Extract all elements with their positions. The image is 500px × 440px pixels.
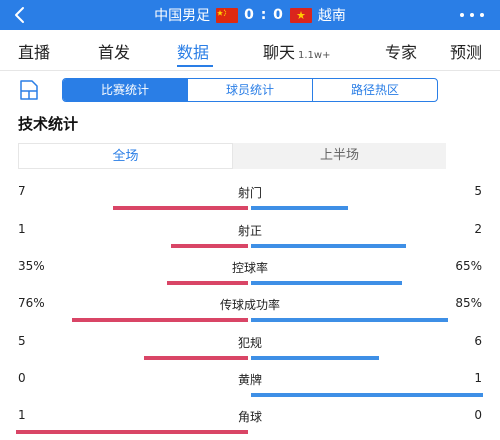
stat-label: 犯规 xyxy=(237,336,262,350)
away-value: 2 xyxy=(474,222,482,236)
home-bar xyxy=(72,318,248,322)
section-title: 技术统计 xyxy=(18,115,79,133)
tab-prediction[interactable]: 预测 xyxy=(450,39,482,63)
tab-lineup[interactable]: 首发 xyxy=(98,39,130,63)
tab-live[interactable]: 直播 xyxy=(18,39,50,63)
tab-chat-label: 聊天 xyxy=(263,43,296,62)
main-nav-tabs: 直播 首发 数据 聊天 1.1w+ 专家 预测 xyxy=(0,30,500,71)
home-bar xyxy=(144,356,248,360)
stat-label: 黄牌 xyxy=(237,373,262,387)
stat-label: 控球率 xyxy=(231,261,268,275)
away-bar xyxy=(251,393,483,397)
home-value: 1 xyxy=(18,408,26,422)
stat-row-shots-on-target: 1 射正 2 xyxy=(0,222,500,252)
china-flag-icon xyxy=(216,7,239,23)
match-header: 中国男足 0 : 0 越南 xyxy=(0,0,500,30)
chat-count-badge: 1.1w+ xyxy=(298,50,331,61)
home-value: 35% xyxy=(18,259,45,273)
vietnam-flag-icon xyxy=(289,7,312,23)
match-score: 0 : 0 xyxy=(244,7,284,23)
heatmap-button[interactable]: 路径热区 xyxy=(350,83,399,97)
home-value: 5 xyxy=(18,334,26,348)
home-bar xyxy=(171,244,248,248)
match-title: 中国男足 0 : 0 越南 xyxy=(0,0,500,30)
away-team-name: 越南 xyxy=(317,8,346,24)
stat-row-fouls: 5 犯规 6 xyxy=(0,334,500,364)
home-bar xyxy=(113,206,248,210)
away-value: 65% xyxy=(455,259,482,273)
stats-document-icon[interactable] xyxy=(18,78,42,102)
tab-data[interactable]: 数据 xyxy=(177,39,209,63)
home-bar xyxy=(167,281,248,285)
away-bar xyxy=(251,356,379,360)
stat-row-possession: 35% 控球率 65% xyxy=(0,259,500,289)
away-value: 0 xyxy=(474,408,482,422)
first-half-button[interactable]: 上半场 xyxy=(319,148,359,163)
back-arrow-icon[interactable] xyxy=(10,4,30,26)
stat-label: 射正 xyxy=(237,224,262,238)
stat-label: 角球 xyxy=(237,410,262,424)
stat-row-shots: 7 射门 5 xyxy=(0,184,500,214)
tab-live-label: 直播 xyxy=(18,43,51,62)
active-tab-indicator xyxy=(177,65,213,67)
stat-label: 传球成功率 xyxy=(219,298,280,312)
tab-experts[interactable]: 专家 xyxy=(385,39,417,63)
home-value: 1 xyxy=(18,222,26,236)
tab-prediction-label: 预测 xyxy=(450,43,483,62)
period-switch: 全场 上半场 xyxy=(18,143,446,169)
stat-label: 射门 xyxy=(237,186,262,200)
away-bar xyxy=(251,281,402,285)
stat-row-corners: 1 角球 0 xyxy=(0,408,500,438)
away-value: 85% xyxy=(455,296,482,310)
stat-row-yellow-cards: 0 黄牌 1 xyxy=(0,371,500,401)
home-value: 0 xyxy=(18,371,26,385)
away-value: 1 xyxy=(474,371,482,385)
stat-row-pass-accuracy: 76% 传球成功率 85% xyxy=(0,296,500,326)
full-match-button[interactable]: 全场 xyxy=(18,143,233,169)
away-value: 6 xyxy=(474,334,482,348)
home-team-name: 中国男足 xyxy=(154,8,211,24)
away-bar xyxy=(251,206,348,210)
away-bar xyxy=(251,244,406,248)
player-stats-button[interactable]: 球员统计 xyxy=(188,79,313,101)
stats-type-switch: 比赛统计 球员统计 路径热区 xyxy=(62,78,438,102)
away-bar xyxy=(251,318,448,322)
more-dots-icon[interactable] xyxy=(454,5,490,25)
away-value: 5 xyxy=(474,184,482,198)
match-stats-button[interactable]: 比赛统计 xyxy=(63,79,188,101)
home-value: 7 xyxy=(18,184,26,198)
tab-data-label: 数据 xyxy=(177,43,210,62)
home-value: 76% xyxy=(18,296,45,310)
tab-chat[interactable]: 聊天 1.1w+ xyxy=(263,39,330,63)
tab-experts-label: 专家 xyxy=(385,43,418,62)
home-bar xyxy=(16,430,248,434)
tab-lineup-label: 首发 xyxy=(98,43,131,62)
